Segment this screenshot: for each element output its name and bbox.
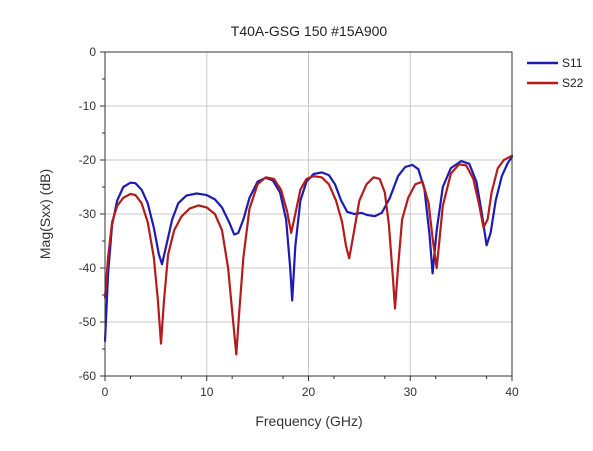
y-tick-label: -30 — [79, 207, 97, 221]
y-axis-label: Mag(Sxx) (dB) — [37, 169, 53, 259]
y-tick-label: -60 — [79, 369, 97, 383]
y-tick-label: -10 — [79, 99, 97, 113]
y-tick-label: 0 — [89, 45, 96, 59]
x-tick-label: 20 — [302, 385, 316, 399]
x-axis: 0 10 20 30 40 — [102, 376, 519, 399]
series-line-s22 — [103, 154, 514, 356]
grid — [105, 52, 512, 376]
series-line-s11 — [103, 155, 514, 342]
x-tick-label: 10 — [200, 385, 214, 399]
y-tick-label: -50 — [79, 315, 97, 329]
x-tick-label: 30 — [404, 385, 418, 399]
x-tick-label: 0 — [102, 385, 109, 399]
y-tick-label: -40 — [79, 261, 97, 275]
y-axis: 0 -10 -20 -30 -40 -50 -60 — [79, 45, 105, 383]
x-axis-label: Frequency (GHz) — [255, 413, 362, 429]
legend-label-s11: S11 — [562, 56, 583, 70]
chart-title: T40A-GSG 150 #15A900 — [231, 23, 388, 39]
legend-label-s22: S22 — [562, 76, 584, 90]
series-lines — [103, 154, 514, 356]
y-tick-label: -20 — [79, 153, 97, 167]
x-tick-label: 40 — [505, 385, 519, 399]
